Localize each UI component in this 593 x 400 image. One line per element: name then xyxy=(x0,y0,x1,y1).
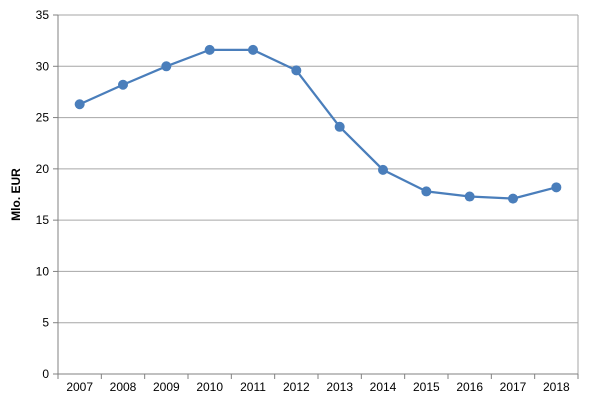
series-layer xyxy=(74,44,562,204)
series-line-0 xyxy=(79,48,557,200)
y-tick-label-0: 0 xyxy=(42,367,49,381)
x-tick-label-2009: 2009 xyxy=(153,380,180,394)
data-point-2011 xyxy=(248,44,258,55)
data-point-2014 xyxy=(378,164,388,175)
data-point-2007 xyxy=(74,99,85,110)
x-tick-label-2014: 2014 xyxy=(370,380,397,394)
gridlines xyxy=(58,14,579,374)
tick-labels: 0 5 10 15 20 25 30 35 2007 2008 2009 2010 2011 2012 20… xyxy=(36,8,570,394)
y-tick-label-5: 5 xyxy=(42,316,49,330)
data-point-2017 xyxy=(508,193,518,204)
y-tick-label-15: 15 xyxy=(36,213,50,227)
x-tick-label-2008: 2008 xyxy=(110,380,137,394)
x-tick-label-2011: 2011 xyxy=(240,380,266,394)
data-point-2010 xyxy=(204,44,215,55)
y-tick-label-25: 25 xyxy=(36,111,50,125)
x-tick-label-2010: 2010 xyxy=(196,380,223,394)
data-point-2013 xyxy=(334,121,345,132)
x-tick-label-2012: 2012 xyxy=(283,380,310,394)
data-point-2015 xyxy=(421,186,432,197)
x-tick-label-2016: 2016 xyxy=(456,380,483,394)
x-tick-label-2018: 2018 xyxy=(543,380,570,394)
x-tick-label-2007: 2007 xyxy=(66,380,93,394)
y-tick-label-30: 30 xyxy=(36,59,50,73)
x-tick-label-2013: 2013 xyxy=(326,380,353,394)
y-tick-label-35: 35 xyxy=(36,8,50,22)
y-axis-title: Mlo. EUR xyxy=(9,168,23,221)
y-tick-label-10: 10 xyxy=(36,264,50,278)
data-point-2018 xyxy=(551,182,562,193)
data-point-2012 xyxy=(291,65,302,76)
axes xyxy=(53,14,579,379)
data-point-2009 xyxy=(161,61,172,72)
x-tick-label-2015: 2015 xyxy=(413,380,440,394)
y-tick-label-20: 20 xyxy=(36,162,50,176)
data-point-2008 xyxy=(118,79,128,90)
x-tick-label-2017: 2017 xyxy=(500,380,527,394)
data-point-2016 xyxy=(464,191,475,202)
